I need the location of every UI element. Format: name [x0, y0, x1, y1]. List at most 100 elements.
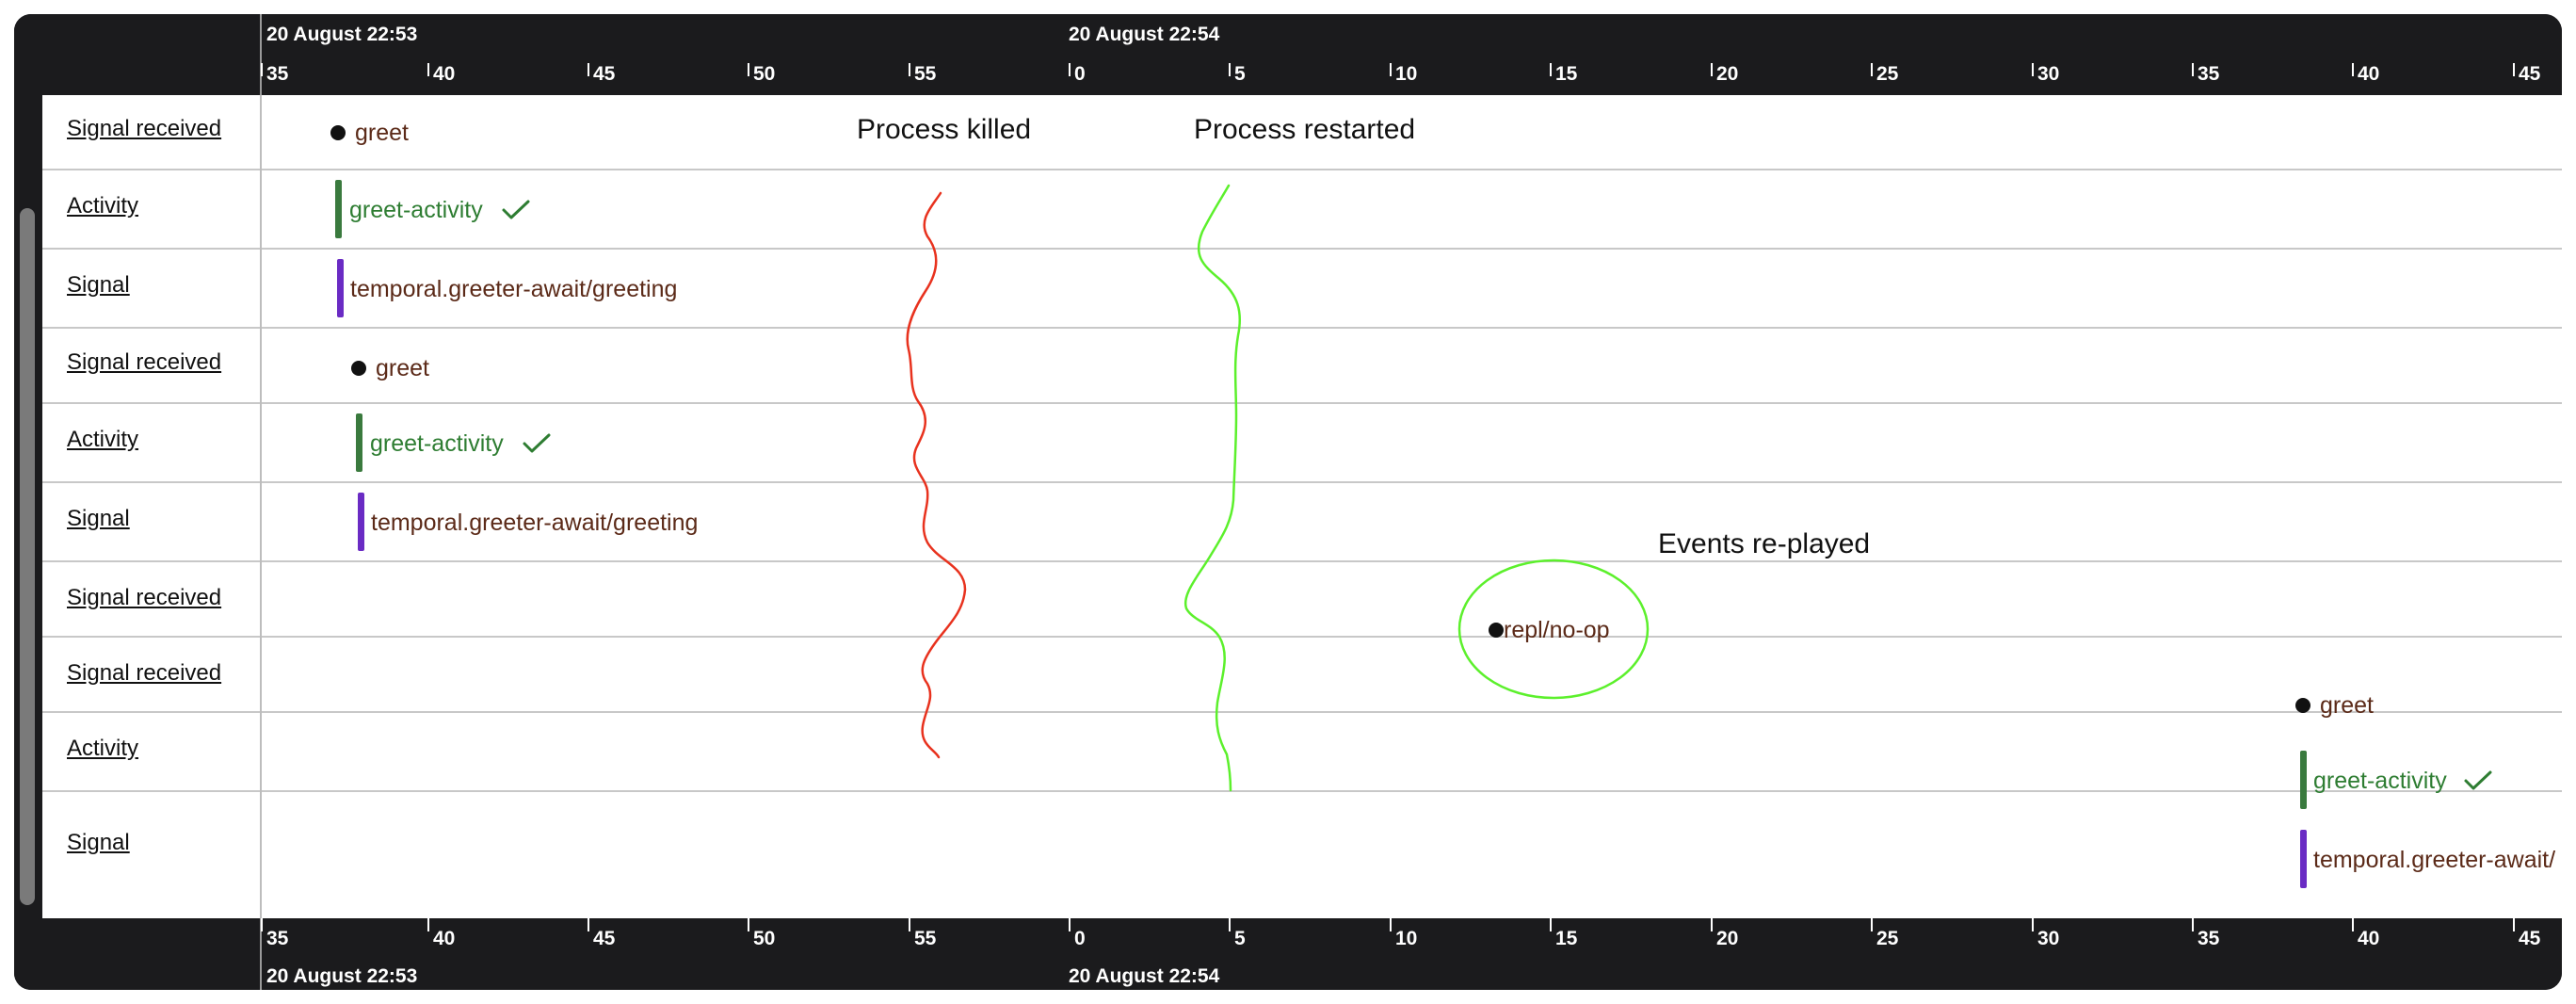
process-restarted-annotation: Process restarted [1194, 114, 1416, 145]
process-killed-annotation: Process killed [857, 114, 1032, 145]
axis-tick [748, 63, 749, 76]
label-column-divider [260, 95, 262, 918]
axis-tick-label: 20 [1716, 63, 1739, 85]
row-label-link[interactable]: Signal received [67, 349, 222, 375]
timeline-row: Signal [42, 250, 2562, 329]
axis-tick-label: 50 [753, 63, 776, 85]
axis-tick [1229, 918, 1231, 931]
event-label[interactable]: greet [2320, 692, 2374, 719]
axis-date-label: 20 August 22:54 [1069, 965, 1220, 987]
event-label[interactable]: temporal.greeter-await/greeting [350, 276, 678, 302]
axis-tick-label: 0 [1074, 63, 1086, 85]
row-label-link[interactable]: Signal received [67, 660, 222, 686]
top-time-axis: 20 August 22:53 20 August 22:54 35 40 45… [14, 14, 2562, 95]
axis-tick [427, 63, 429, 76]
event-label[interactable]: greet-activity [349, 197, 483, 223]
process-restarted-squiggle [1183, 184, 1242, 792]
timeline-frame: 20 August 22:53 20 August 22:54 35 40 45… [14, 14, 2562, 990]
axis-tick-label: 25 [1876, 63, 1899, 85]
axis-tick-label: 15 [1555, 928, 1578, 949]
axis-tick-label: 40 [433, 928, 456, 949]
row-label-link[interactable]: Signal [67, 506, 130, 531]
timeline-row: Signal [42, 792, 2562, 918]
axis-tick-label: 45 [593, 928, 616, 949]
timeline-row: Activity [42, 713, 2562, 792]
timeline-row: Signal [42, 483, 2562, 562]
axis-tick [2513, 63, 2515, 76]
event-label[interactable]: greet-activity [2313, 768, 2447, 794]
axis-tick [261, 63, 263, 76]
activity-bar[interactable] [2300, 751, 2307, 809]
signal-bar[interactable] [2300, 830, 2307, 888]
signal-received-dot[interactable] [1489, 623, 1504, 638]
axis-tick [2032, 918, 2034, 931]
axis-tick [1069, 918, 1071, 931]
axis-tick-label: 45 [2519, 928, 2541, 949]
event-label[interactable]: temporal.greeter-await/greeting [371, 510, 699, 536]
row-label-link[interactable]: Signal [67, 272, 130, 298]
scrollbar-thumb[interactable] [20, 208, 35, 905]
axis-corner [14, 14, 261, 95]
event-label[interactable]: repl/no-op [1504, 617, 1610, 643]
axis-tick-label: 10 [1395, 63, 1418, 85]
axis-tick [1550, 918, 1552, 931]
timeline-row: Signal received [42, 95, 2562, 170]
events-replayed-circle [1457, 559, 1650, 700]
timeline-row: Signal received [42, 562, 2562, 638]
row-label-link[interactable]: Signal received [67, 116, 222, 141]
axis-tick-label: 45 [2519, 63, 2541, 85]
axis-tick-label: 40 [2358, 928, 2380, 949]
axis-tick [1390, 63, 1392, 76]
signal-received-dot[interactable] [2295, 698, 2310, 713]
axis-tick-label: 35 [2198, 63, 2220, 85]
signal-received-dot[interactable] [330, 125, 346, 140]
axis-tick [427, 918, 429, 931]
vertical-scrollbar[interactable] [14, 95, 42, 918]
activity-bar[interactable] [335, 180, 342, 238]
row-label-link[interactable]: Activity [67, 427, 139, 452]
event-label[interactable]: greet [376, 355, 429, 381]
row-label-link[interactable]: Signal [67, 830, 130, 855]
axis-tick [2192, 63, 2194, 76]
events-replayed-annotation: Events re-played [1658, 528, 1871, 559]
axis-tick [909, 63, 910, 76]
axis-tick-label: 20 [1716, 928, 1739, 949]
axis-tick-label: 0 [1074, 928, 1086, 949]
row-labels-column [42, 95, 260, 918]
axis-tick [1390, 918, 1392, 931]
event-label[interactable]: greet [355, 120, 409, 146]
axis-tick-label: 30 [2037, 928, 2060, 949]
axis-tick-label: 5 [1234, 63, 1246, 85]
axis-tick [748, 918, 749, 931]
row-label-link[interactable]: Activity [67, 736, 139, 761]
axis-tick [1550, 63, 1552, 76]
axis-tick [588, 63, 589, 76]
signal-received-dot[interactable] [351, 361, 366, 376]
timeline-row: Signal received [42, 638, 2562, 713]
event-label[interactable]: temporal.greeter-await/ [2313, 847, 2556, 873]
axis-tick [2192, 918, 2194, 931]
timeline-row: Activity [42, 404, 2562, 483]
axis-tick-label: 50 [753, 928, 776, 949]
signal-bar[interactable] [337, 259, 344, 317]
activity-bar[interactable] [356, 413, 362, 472]
row-label-link[interactable]: Activity [67, 193, 139, 219]
axis-tick [1229, 63, 1231, 76]
axis-tick-label: 10 [1395, 928, 1418, 949]
axis-date-label: 20 August 22:53 [266, 24, 418, 45]
axis-tick-label: 15 [1555, 63, 1578, 85]
signal-bar[interactable] [358, 493, 364, 551]
axis-tick [2352, 918, 2354, 931]
axis-date-label: 20 August 22:54 [1069, 24, 1220, 45]
axis-tick [261, 918, 263, 931]
event-label[interactable]: greet-activity [370, 430, 504, 457]
axis-tick-label: 35 [266, 928, 289, 949]
axis-tick-label: 55 [914, 928, 937, 949]
axis-tick [1711, 63, 1713, 76]
axis-tick-label: 35 [2198, 928, 2220, 949]
axis-tick-label: 25 [1876, 928, 1899, 949]
row-label-link[interactable]: Signal received [67, 585, 222, 610]
timeline-row: Signal received [42, 329, 2562, 404]
axis-tick [2032, 63, 2034, 76]
timeline-row: Activity [42, 170, 2562, 250]
